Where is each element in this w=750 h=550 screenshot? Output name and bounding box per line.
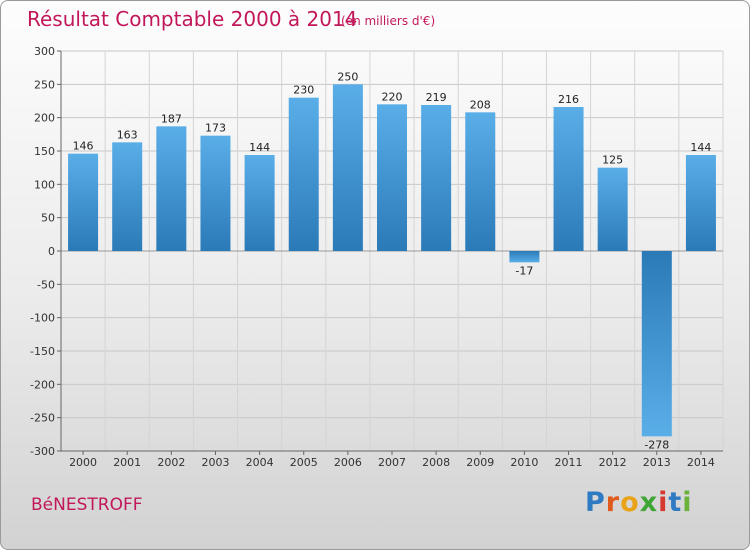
x-tick-label: 2013: [643, 456, 671, 469]
y-tick-label: 50: [41, 212, 55, 225]
y-tick-label: 150: [34, 145, 55, 158]
x-tick-label: 2007: [378, 456, 406, 469]
logo-letter: P: [585, 487, 606, 518]
x-tick-label: 2014: [687, 456, 715, 469]
x-tick-label: 2001: [113, 456, 141, 469]
y-tick-label: -100: [30, 312, 55, 325]
data-label: 216: [558, 93, 579, 106]
x-tick-label: 2000: [69, 456, 97, 469]
data-label: 146: [73, 140, 94, 153]
logo-letter: i: [658, 487, 669, 518]
logo-letter: i: [682, 487, 693, 518]
commune-name: BéNESTROFF: [31, 495, 143, 515]
bar-2002: [156, 126, 187, 251]
data-label: 173: [205, 122, 226, 135]
y-tick-label: -250: [30, 412, 55, 425]
data-label: 250: [337, 70, 358, 83]
y-tick-label: 250: [34, 78, 55, 91]
bar-2003: [200, 135, 231, 251]
logo-letter: x: [639, 487, 659, 518]
bar-2004: [244, 155, 275, 251]
data-label: 230: [293, 84, 314, 97]
x-tick-label: 2010: [510, 456, 538, 469]
bar-2014: [685, 155, 716, 251]
bar-2008: [421, 105, 452, 251]
x-tick-label: 2006: [334, 456, 362, 469]
data-label: -278: [644, 438, 669, 451]
y-tick-label: 300: [34, 45, 55, 58]
y-tick-label: -300: [30, 445, 55, 458]
bar-2010: [509, 251, 540, 263]
data-label: 144: [249, 141, 270, 154]
data-label: 219: [426, 91, 447, 104]
data-label: 144: [690, 141, 711, 154]
data-label: 208: [470, 98, 491, 111]
bar-2007: [377, 104, 407, 251]
data-label: 125: [602, 154, 623, 167]
bar-2012: [597, 167, 628, 251]
x-tick-label: 2003: [201, 456, 229, 469]
y-tick-label: -200: [30, 378, 55, 391]
chart-title: Résultat Comptable 2000 à 2014: [27, 7, 358, 31]
bar-2006: [332, 84, 363, 251]
data-label: -17: [515, 264, 533, 277]
x-tick-label: 2009: [466, 456, 494, 469]
data-label: 220: [382, 90, 403, 103]
y-tick-label: 200: [34, 112, 55, 125]
x-tick-label: 2012: [599, 456, 627, 469]
data-label: 163: [117, 128, 138, 141]
bar-2000: [68, 153, 99, 251]
y-tick-label: -150: [30, 345, 55, 358]
x-tick-label: 2011: [555, 456, 583, 469]
x-tick-label: 2004: [246, 456, 274, 469]
chart-subtitle: (en milliers d'€): [341, 14, 436, 28]
bar-2001: [112, 142, 143, 251]
logo-letter: r: [605, 487, 621, 518]
y-tick-label: 0: [48, 245, 55, 258]
y-tick-label: 100: [34, 178, 55, 191]
proxiti-logo: Proxiti: [585, 487, 693, 518]
bar-2013: [641, 251, 672, 437]
x-tick-label: 2002: [157, 456, 185, 469]
data-label: 187: [161, 112, 182, 125]
logo-letter: o: [620, 487, 640, 518]
y-tick-label: -50: [37, 278, 55, 291]
x-tick-label: 2008: [422, 456, 450, 469]
logo-letter: t: [668, 487, 683, 518]
bar-2011: [553, 107, 584, 251]
bar-2009: [465, 112, 496, 251]
x-tick-label: 2005: [290, 456, 318, 469]
bar-2005: [288, 97, 319, 252]
